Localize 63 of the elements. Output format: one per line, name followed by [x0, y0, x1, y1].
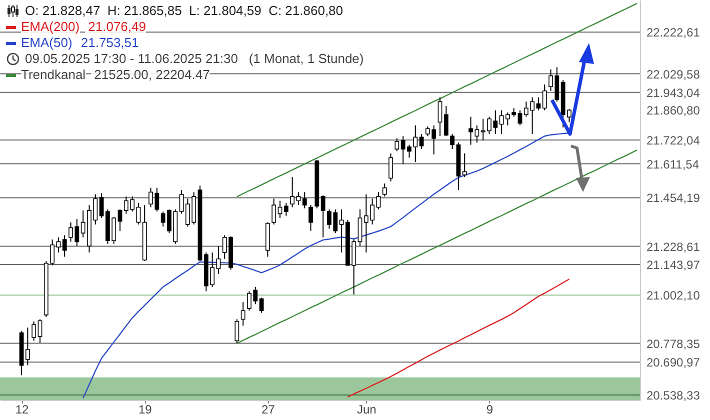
candlestick	[308, 204, 313, 232]
legend-label: Trendkanal	[21, 67, 86, 83]
y-tick-label: 22.029,58	[646, 67, 700, 82]
candlestick	[536, 96, 541, 111]
text: 09.05.2025 17:30 - 11.06.2025 21:30 (1 Monat, 1 Stunde)	[25, 51, 364, 67]
candlestick	[32, 320, 36, 342]
candlestick	[272, 198, 276, 225]
annotation: 21.076,49	[84, 19, 146, 35]
candlestick	[118, 208, 122, 232]
x-tick-label: Jun	[356, 402, 376, 416]
candlestick	[302, 192, 307, 209]
y-tick-label: 21.943,04	[646, 86, 700, 100]
y-tick-label: 20.690,97	[646, 356, 700, 370]
y-tick-label: 21.860,80	[646, 104, 700, 118]
y-tick-label: 21.002,10	[646, 288, 700, 303]
y-tick-label: 21.611,54	[646, 157, 700, 172]
line-series	[347, 278, 570, 398]
candlestick	[136, 202, 141, 225]
x-tick-label: 19	[138, 402, 152, 416]
candlestick	[320, 194, 326, 238]
x-tick-label: 12	[15, 402, 30, 416]
candlestick	[290, 176, 295, 208]
candlestick	[99, 192, 104, 218]
x-tick-label: 27	[262, 402, 276, 416]
annotation: 21525.00, 22204.47	[90, 67, 210, 83]
candlestick	[518, 110, 522, 126]
candlestick	[216, 245, 221, 274]
candlestick	[438, 96, 442, 137]
candlestick	[542, 84, 547, 111]
candlestick	[234, 318, 240, 344]
y-tick-label: 22.222,61	[646, 26, 700, 40]
line-series	[236, 150, 638, 344]
y-tick-label: 21.722,04	[646, 134, 700, 148]
y-tick-label: 20.538,33	[646, 388, 700, 402]
candlestick	[284, 202, 288, 216]
candlestick	[462, 152, 467, 178]
candlestick	[382, 183, 387, 197]
candlestick	[444, 105, 448, 137]
annotation: 21.753,51	[77, 35, 139, 51]
candlestick	[25, 327, 30, 366]
candlestick	[339, 208, 344, 253]
y-tick-label: 20.778,35	[646, 336, 700, 351]
candlestick	[278, 200, 282, 218]
candlestick	[388, 152, 393, 182]
y-tick-label: 21.454,19	[646, 191, 700, 206]
candlestick	[62, 234, 67, 258]
candlestick	[56, 236, 61, 253]
candlestick	[179, 189, 184, 214]
legend-label: EMA(200)	[21, 19, 80, 35]
candlestick	[394, 138, 400, 152]
x-tick-label: 9	[486, 402, 494, 416]
candlestick	[376, 192, 381, 210]
candlestick	[296, 192, 301, 206]
candlestick	[38, 318, 42, 344]
candlestick	[450, 133, 455, 150]
candlestick	[240, 301, 246, 326]
y-tick-label: 21.228,61	[646, 240, 700, 254]
candlestick	[259, 297, 264, 314]
y-tick-label: 21.143,97	[646, 258, 700, 272]
candlestick	[358, 208, 362, 246]
line-series	[82, 132, 570, 399]
chart-title: O: 21.828,47 H: 21.865,85 L: 21.804,59 C: 21.860,80	[25, 3, 344, 19]
legend-label: EMA(50)	[21, 35, 72, 51]
